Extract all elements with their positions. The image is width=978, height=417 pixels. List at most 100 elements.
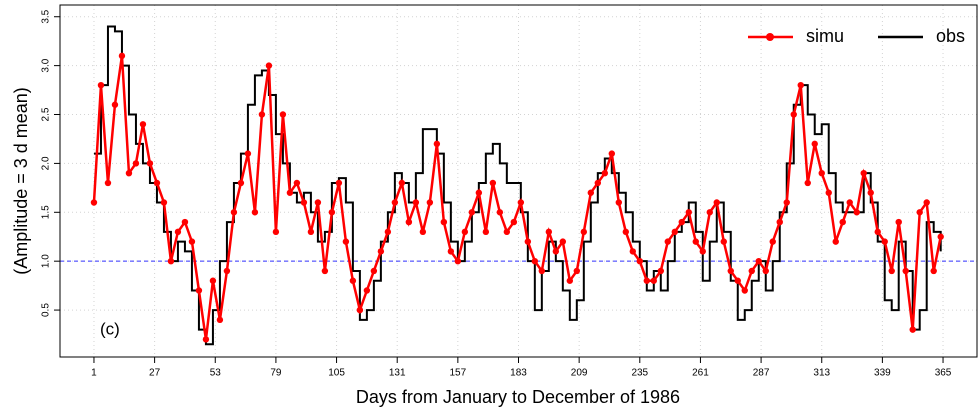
data-point — [139, 121, 147, 128]
data-point — [377, 248, 385, 255]
data-point — [97, 81, 105, 89]
legend-label: simu — [806, 26, 844, 46]
data-point — [440, 218, 448, 226]
data-point — [391, 199, 399, 206]
data-point — [923, 199, 930, 206]
data-point — [230, 209, 238, 216]
data-point — [881, 238, 888, 245]
data-point — [909, 326, 916, 333]
data-point — [517, 199, 525, 206]
data-point — [363, 287, 371, 294]
data-point — [279, 111, 287, 118]
x-tick-label: 183 — [510, 368, 527, 379]
data-point — [251, 209, 259, 216]
data-point — [335, 179, 343, 187]
legend-label: obs — [936, 26, 965, 46]
data-point — [132, 160, 140, 167]
y-tick-label: 0.5 — [41, 303, 52, 317]
data-point — [902, 267, 909, 275]
x-tick-label: 105 — [328, 368, 345, 379]
data-point — [538, 267, 546, 275]
data-point — [174, 228, 182, 236]
data-point — [685, 209, 692, 216]
data-point — [398, 179, 406, 187]
data-point — [804, 179, 811, 187]
x-tick-label: 313 — [813, 368, 830, 379]
data-point — [104, 179, 112, 187]
data-point — [608, 150, 616, 157]
data-point — [125, 169, 133, 177]
x-tick-label: 261 — [692, 368, 709, 379]
data-point — [314, 199, 322, 206]
series-line — [92, 55, 942, 340]
data-point — [328, 209, 336, 216]
data-point — [839, 218, 846, 226]
y-tick-label: 2.0 — [41, 156, 52, 170]
x-tick-label: 339 — [874, 368, 891, 379]
x-tick-label: 209 — [571, 368, 588, 379]
data-point — [426, 199, 434, 206]
data-point — [447, 248, 455, 255]
data-point — [195, 287, 203, 294]
data-point — [867, 189, 874, 196]
data-point — [587, 189, 595, 196]
data-point — [776, 218, 783, 226]
y-tick-label: 3.0 — [41, 58, 52, 72]
panel-label: (c) — [100, 319, 120, 338]
data-point — [580, 228, 588, 236]
data-point — [650, 277, 657, 284]
y-tick-label: 2.5 — [41, 107, 52, 121]
data-point — [594, 179, 602, 187]
x-tick-label: 79 — [270, 368, 282, 379]
data-point — [111, 101, 119, 108]
data-point — [678, 218, 685, 226]
data-point — [90, 199, 98, 206]
data-point — [405, 218, 413, 226]
data-point — [657, 267, 664, 275]
data-point — [524, 238, 532, 245]
data-point — [503, 228, 511, 236]
data-point — [209, 277, 217, 284]
data-point — [888, 267, 895, 275]
data-point — [566, 277, 574, 284]
data-point — [307, 228, 315, 236]
data-point — [412, 199, 420, 206]
data-point — [629, 248, 636, 255]
data-point — [790, 111, 797, 118]
data-point — [818, 169, 825, 177]
data-point — [300, 199, 308, 206]
data-point — [545, 228, 553, 236]
data-point — [237, 179, 245, 187]
data-point — [244, 150, 252, 157]
data-point — [783, 199, 790, 206]
data-point — [664, 238, 671, 245]
data-point — [216, 316, 224, 324]
data-point — [531, 257, 539, 265]
data-point — [475, 189, 483, 196]
data-point — [146, 160, 154, 167]
x-tick-label: 27 — [149, 368, 161, 379]
data-point — [433, 140, 441, 148]
data-point — [671, 228, 678, 236]
data-point — [181, 218, 189, 226]
data-point — [293, 179, 301, 187]
data-point — [167, 257, 175, 265]
data-point — [202, 336, 210, 343]
data-point — [720, 238, 727, 245]
data-point — [265, 62, 273, 69]
x-tick-label: 235 — [631, 368, 648, 379]
data-point — [552, 248, 560, 255]
y-tick-label: 1.0 — [41, 254, 52, 268]
data-point — [496, 209, 504, 216]
data-point — [727, 267, 734, 275]
data-point — [762, 267, 769, 275]
data-point — [118, 52, 126, 60]
data-point — [601, 169, 609, 177]
data-point — [937, 233, 944, 240]
x-tick-label: 131 — [389, 368, 406, 379]
x-tick-label: 287 — [753, 368, 770, 379]
data-point — [160, 199, 168, 206]
y-tick-label: 3.5 — [41, 9, 52, 23]
data-point — [510, 218, 518, 226]
